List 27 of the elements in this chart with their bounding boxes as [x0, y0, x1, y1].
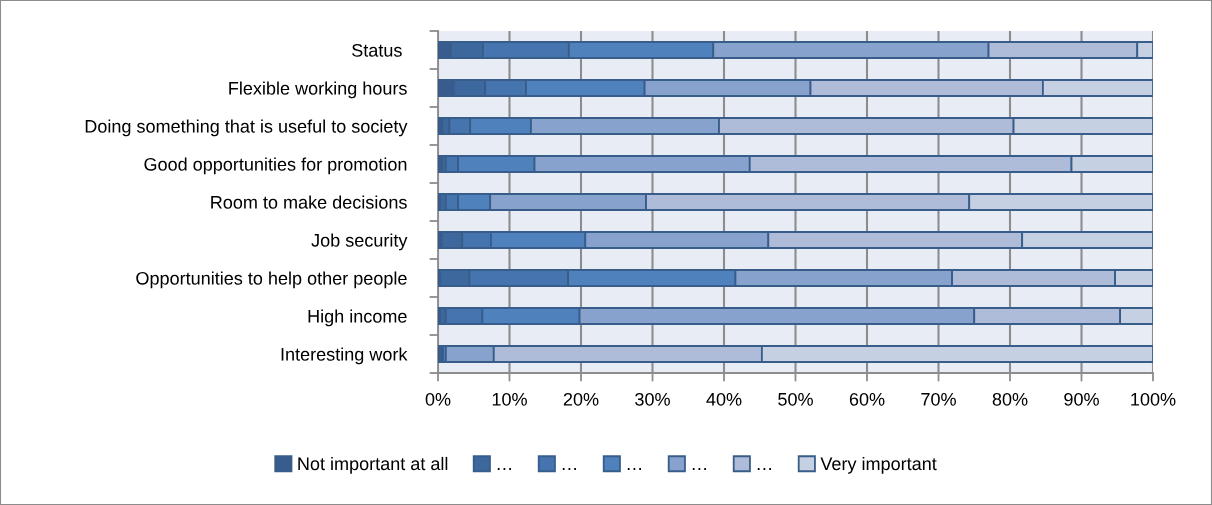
x-tick-label: 30%: [635, 392, 670, 406]
y-tick-label: Flexible working hours: [229, 81, 407, 99]
x-tick-label: 90%: [1064, 392, 1099, 406]
x-tick-label: 10%: [492, 392, 527, 406]
x-tick-label: 100%: [1131, 392, 1176, 406]
y-tick-label: Room to make decisions: [211, 195, 407, 209]
x-tick-label: 70%: [921, 392, 956, 406]
legend-label: …: [562, 468, 576, 470]
y-tick-label: Doing something that is useful to society: [85, 119, 408, 137]
y-tick-label: Status: [352, 43, 402, 57]
x-tick-label: 80%: [992, 392, 1028, 406]
x-tick-label: 50%: [778, 392, 813, 406]
legend-label: Very important: [820, 456, 937, 474]
legend-label: Not important at all: [298, 456, 448, 474]
y-tick-label: Good opportunities for promotion: [144, 157, 407, 175]
x-tick-label: 60%: [849, 392, 885, 406]
legend-label: …: [627, 468, 641, 470]
y-tick-label: Job security: [311, 233, 408, 251]
y-tick-label: High income: [308, 309, 407, 327]
legend-label: …: [497, 468, 511, 470]
x-tick-label: 0%: [425, 392, 451, 406]
x-tick-label: 40%: [706, 392, 742, 406]
legend-label: …: [757, 468, 771, 470]
y-tick-label: Interesting work: [281, 347, 408, 365]
legend-label: …: [692, 468, 706, 470]
x-tick-label: 20%: [563, 392, 599, 406]
y-tick-label: Opportunities to help other people: [136, 271, 407, 289]
